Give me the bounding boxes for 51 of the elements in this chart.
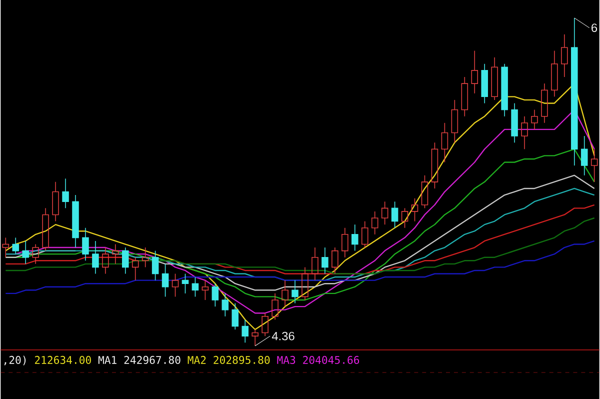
candlestick [102,247,109,274]
candlestick [232,302,239,330]
candlestick [262,312,268,336]
text: ,20) [4,356,26,366]
candlestick [551,50,558,98]
text: 212634.00 [34,356,91,364]
candlestick [501,63,508,117]
candlestick [590,148,598,182]
candlestick [491,56,498,100]
candlestick [312,247,318,281]
candlestick [132,256,139,281]
candlestick [292,280,298,304]
candlestick [122,247,129,274]
candlestick [461,76,468,117]
candlestick [12,237,20,254]
candlestick [531,109,538,130]
candlestick [521,116,528,150]
text: MA1 242967.80 [98,356,180,364]
candlestick [351,224,358,252]
candlestick [451,99,458,143]
candlestick [322,247,328,274]
candlestick [332,247,338,274]
candlestick [471,50,478,94]
candlestick [570,18,578,166]
text: MA2 202895.80 [188,356,270,364]
candlestick [361,220,368,248]
candlestick [42,208,49,252]
candlestick [302,266,308,300]
candlestick [242,319,249,343]
candlestick [112,244,119,264]
candlestick [481,63,488,104]
candlestick [511,102,518,143]
candlestick [92,240,99,274]
candlestick [62,178,69,209]
candlestick [32,244,39,264]
candlestick [72,194,79,248]
candlestick [282,280,288,307]
candlestick [541,83,548,124]
candlestick [52,181,59,222]
candlestick [342,227,348,258]
text: MA3 204045.66 [277,356,360,364]
candlestick [82,227,89,261]
candlestick [272,292,278,320]
candlestick [252,329,258,346]
candlestick [162,263,169,298]
candlestick [441,122,448,163]
candlestick [561,34,568,78]
annotation: 4.36 [272,332,294,340]
annotation: 6 [592,24,598,32]
candlestick [22,240,30,264]
candlestick [580,136,588,176]
